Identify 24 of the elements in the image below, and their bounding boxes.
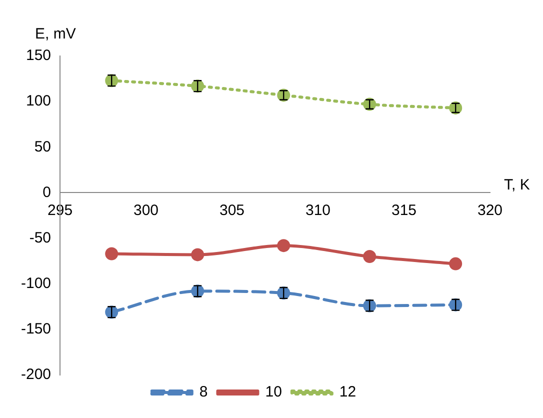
point bbox=[363, 250, 376, 264]
y-tick-label: -150 bbox=[20, 320, 52, 338]
point bbox=[449, 257, 462, 270]
x-tick-label: 295 bbox=[48, 202, 73, 219]
y-tick-label: 150 bbox=[26, 47, 52, 64]
legend-label: 12 bbox=[339, 384, 356, 401]
y-tick-label: 0 bbox=[42, 184, 52, 201]
x-tick-label: 305 bbox=[220, 202, 245, 219]
x-tick-label: 315 bbox=[391, 202, 417, 219]
y-tick-label: -100 bbox=[20, 275, 52, 292]
legend-label: 8 bbox=[199, 384, 208, 401]
y-tick-label: 50 bbox=[34, 138, 52, 156]
point bbox=[277, 239, 290, 252]
y-tick-label: -200 bbox=[20, 366, 52, 384]
x-tick-label: 320 bbox=[477, 202, 503, 219]
point bbox=[191, 248, 204, 262]
legend-label: 10 bbox=[265, 384, 282, 401]
x-tick-label: 310 bbox=[305, 202, 331, 219]
point bbox=[105, 247, 118, 260]
y-tick-label: 100 bbox=[26, 92, 52, 110]
x-axis-title: T, K bbox=[504, 176, 530, 194]
y-axis-title: E, mV bbox=[35, 26, 76, 43]
x-tick-label: 300 bbox=[134, 202, 159, 219]
y-tick-label: -50 bbox=[29, 229, 52, 246]
